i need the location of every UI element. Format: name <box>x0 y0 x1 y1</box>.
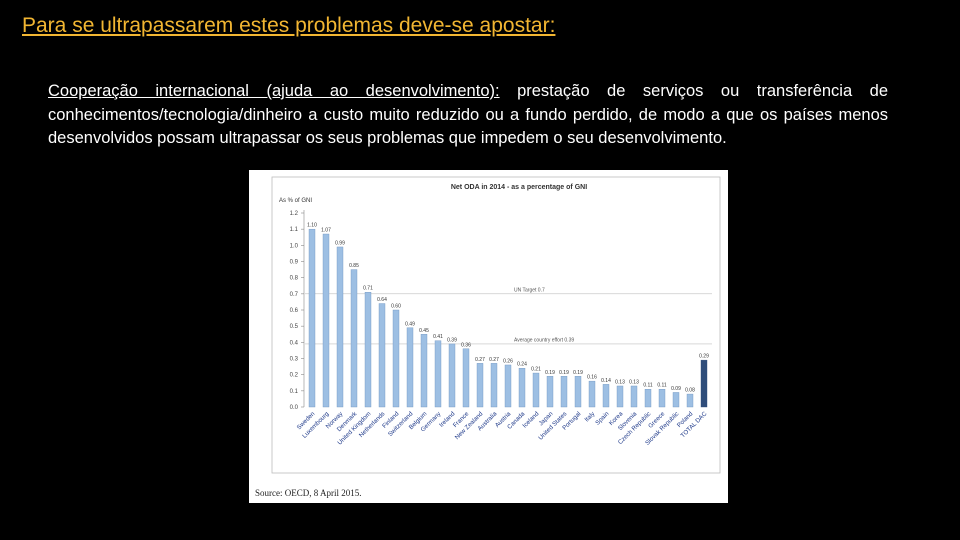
bar-value-label: 0.64 <box>377 297 387 303</box>
bar-czech-republic <box>644 389 652 408</box>
y-tick-label: 0.0 <box>290 405 299 411</box>
plot-frame <box>271 176 721 474</box>
x-category-label: Iceland <box>521 410 540 429</box>
chart-source: Source: OECD, 8 April 2015. <box>255 488 362 498</box>
bar-value-label: 1.10 <box>307 223 317 229</box>
bar-greece <box>658 389 666 408</box>
y-axis-label: As % of GNI <box>279 198 312 204</box>
bar-value-label: 0.60 <box>391 304 401 310</box>
y-tick-label: 0.4 <box>290 340 299 346</box>
y-tick-label: 0.8 <box>290 276 299 282</box>
bar-korea <box>616 385 624 408</box>
bar-value-label: 0.09 <box>671 386 681 392</box>
bar-japan <box>546 376 554 408</box>
bars <box>308 228 708 408</box>
bar-slovak-republic <box>672 392 680 408</box>
bar-iceland <box>532 372 540 408</box>
bar-value-label: 0.99 <box>335 240 345 246</box>
bar-poland <box>686 393 694 408</box>
bar-spain <box>602 384 610 408</box>
bar-germany <box>434 340 442 408</box>
bar-united-states <box>560 376 568 408</box>
bar-slovenia <box>630 385 638 408</box>
bar-total-dac <box>700 359 708 408</box>
slide-paragraph: Cooperação internacional (ajuda ao desen… <box>48 80 888 151</box>
bar-value-label: 1.07 <box>321 228 331 234</box>
y-tick-label: 0.3 <box>290 357 299 363</box>
bar-sweden <box>308 228 316 408</box>
bar-value-label: 0.21 <box>531 367 541 373</box>
bar-ireland <box>448 343 456 408</box>
bar-value-label: 0.45 <box>419 328 429 334</box>
bar-value-label: 0.24 <box>517 362 527 368</box>
bar-canada <box>518 367 526 408</box>
y-tick-label: 1.2 <box>290 211 299 217</box>
chart-svg: Net ODA in 2014 - as a percentage of GNI… <box>255 176 721 498</box>
bar-portugal <box>574 376 582 408</box>
bar-luxembourg <box>322 233 330 408</box>
y-tick-label: 0.6 <box>290 308 299 314</box>
bar-labels: 1.10 1.07 0.99 0.85 0.71 0.64 0.60 0.49 0.45 0.41… <box>307 223 709 394</box>
bar-finland <box>392 309 400 408</box>
bar-value-label: 0.27 <box>489 357 499 363</box>
bar-switzerland <box>406 327 414 408</box>
bar-value-label: 0.49 <box>405 321 415 327</box>
chart-title: Net ODA in 2014 - as a percentage of GNI <box>451 184 587 191</box>
bar-australia <box>490 363 498 408</box>
bar-austria <box>504 364 512 408</box>
bar-value-label: 0.27 <box>475 357 485 363</box>
bar-value-label: 0.36 <box>461 342 471 348</box>
bar-value-label: 0.71 <box>363 286 373 292</box>
bar-value-label: 0.16 <box>587 375 597 381</box>
reference-lines: UN Target 0.7 Average country effort 0.39 <box>305 287 712 345</box>
bar-value-label: 0.08 <box>685 388 695 394</box>
bar-value-label: 0.26 <box>503 358 513 364</box>
bar-value-label: 0.13 <box>629 379 639 385</box>
reference-line-label: Average country effort 0.39 <box>514 337 574 343</box>
y-tick-label: 0.5 <box>290 324 299 330</box>
bar-united-kingdom <box>364 292 372 408</box>
paragraph-lead: Cooperação internacional (ajuda ao desen… <box>48 82 500 100</box>
y-tick-label: 1.0 <box>290 243 299 249</box>
bar-value-label: 0.14 <box>601 378 611 384</box>
slide-title: Para se ultrapassarem estes problemas de… <box>22 14 556 37</box>
y-tick-label: 0.1 <box>290 389 299 395</box>
y-tick-label: 0.7 <box>290 292 299 298</box>
bar-value-label: 0.19 <box>545 370 555 376</box>
bar-value-label: 0.19 <box>559 370 569 376</box>
bar-value-label: 0.39 <box>447 337 457 343</box>
y-ticks: 0.0 0.1 0.2 0.3 0.4 0.5 0.6 0.7 0.8 0.9 1.0 1.1 1.2 <box>290 211 304 411</box>
bar-italy <box>588 380 596 408</box>
paragraph-body: prestação de serviços ou transferência d… <box>48 82 888 147</box>
bar-value-label: 0.85 <box>349 263 359 269</box>
y-tick-label: 0.2 <box>290 373 299 379</box>
bar-value-label: 0.41 <box>433 334 443 340</box>
bar-new-zealand <box>476 363 484 408</box>
bar-norway <box>336 246 344 408</box>
bar-denmark <box>350 269 358 408</box>
bar-value-label: 0.11 <box>643 383 653 389</box>
y-tick-label: 0.9 <box>290 260 299 266</box>
bar-value-label: 0.19 <box>573 370 583 376</box>
bar-value-label: 0.11 <box>657 383 667 389</box>
bar-belgium <box>420 334 428 408</box>
reference-line-label: UN Target 0.7 <box>514 287 545 293</box>
oda-chart: Net ODA in 2014 - as a percentage of GNI… <box>249 170 728 503</box>
bar-netherlands <box>378 303 386 408</box>
x-category-label: Spain <box>594 410 611 427</box>
bar-france <box>462 348 470 408</box>
bar-value-label: 0.29 <box>699 354 709 360</box>
bar-value-label: 0.13 <box>615 379 625 385</box>
y-tick-label: 1.1 <box>290 227 299 233</box>
